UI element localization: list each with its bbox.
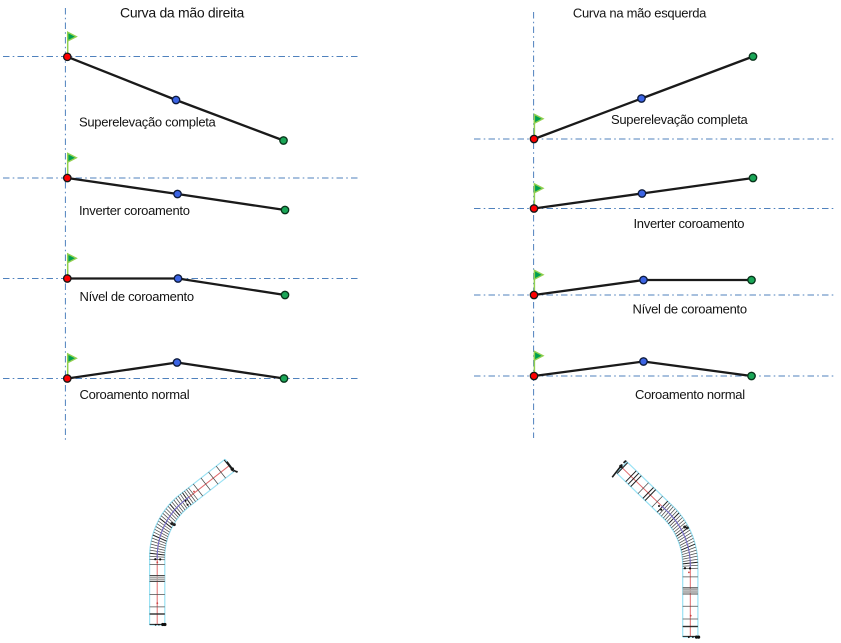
svg-text:Coroamento normal: Coroamento normal xyxy=(635,387,745,402)
svg-text:Coroamento normal: Coroamento normal xyxy=(80,387,190,402)
svg-text:Inverter coroamento: Inverter coroamento xyxy=(79,203,190,218)
svg-text:Curva na mão esquerda: Curva na mão esquerda xyxy=(573,5,707,20)
svg-text:Superelevação completa: Superelevação completa xyxy=(79,115,217,130)
svg-text:Nível de coroamento: Nível de coroamento xyxy=(633,302,747,317)
svg-text:Curva da mão direita: Curva da mão direita xyxy=(120,5,244,21)
svg-text:Inverter coroamento: Inverter coroamento xyxy=(634,216,745,231)
svg-text:Superelevação completa: Superelevação completa xyxy=(611,112,749,127)
svg-text:Nível de coroamento: Nível de coroamento xyxy=(80,289,194,304)
